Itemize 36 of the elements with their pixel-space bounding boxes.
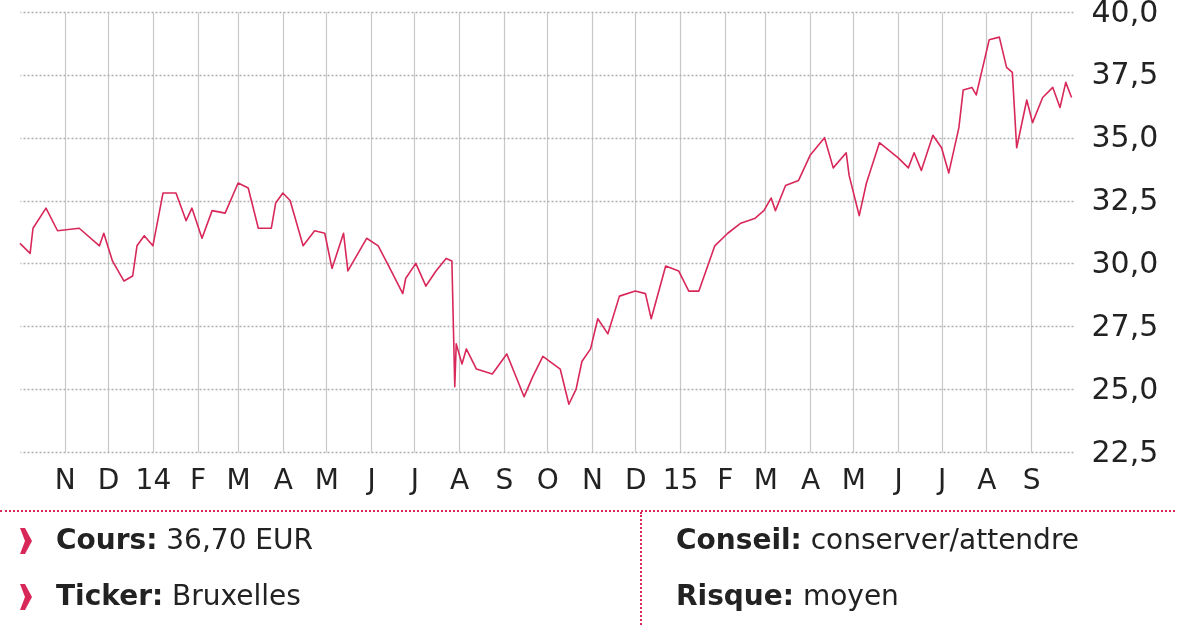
x-tick-label: N: [582, 462, 603, 496]
y-tick-label: 25,0: [1091, 370, 1159, 406]
x-tick-label: N: [54, 462, 76, 496]
x-tick-label: D: [97, 462, 120, 496]
text: Conseil: conserver/attendre: [676, 523, 1080, 556]
text: Ticker: Bruxelles: [56, 579, 302, 614]
x-tick-label: J: [892, 462, 903, 496]
x-tick-label: D: [625, 462, 647, 496]
text: Cours: 36,70 EUR: [56, 523, 313, 556]
x-tick-label: 15: [662, 462, 699, 496]
text: Risque: moyen: [676, 579, 900, 614]
x-tick-label: A: [450, 462, 470, 496]
x-tick-label: J: [365, 462, 376, 496]
x-tick-label: M: [314, 462, 339, 496]
line-series: [19, 36, 1073, 406]
x-tick-label: A: [801, 462, 821, 496]
x-tick-label: M: [841, 462, 867, 496]
x-tick-label: J: [408, 462, 419, 496]
y-tick-label: 22,5: [1091, 433, 1159, 469]
x-tick-label: F: [190, 462, 207, 496]
x-tick-label: M: [226, 462, 251, 496]
x-tick-label: A: [273, 462, 293, 496]
y-tick-label: 27,5: [1091, 307, 1159, 343]
x-tick-label: A: [977, 462, 997, 496]
x-tick-label: M: [753, 462, 778, 496]
y-tick-label: 40,0: [1091, 0, 1159, 29]
x-tick-label: S: [1022, 462, 1041, 496]
y-tick-label: 37,5: [1091, 56, 1159, 92]
x-tick-label: J: [935, 462, 947, 496]
y-tick-label: 30,0: [1091, 244, 1159, 280]
y-tick-label: 35,0: [1091, 119, 1159, 155]
x-tick-label: O: [536, 462, 559, 496]
x-tick-label: 14: [135, 462, 172, 496]
y-tick-label: 32,5: [1091, 182, 1159, 218]
x-tick-label: S: [495, 462, 514, 496]
x-tick-label: F: [717, 462, 734, 496]
